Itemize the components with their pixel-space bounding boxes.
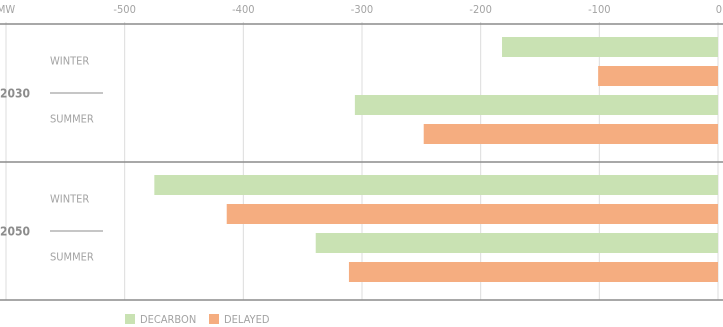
category-label: WINTER [50,193,89,206]
bar [348,262,718,282]
x-tick-label: -200 [469,3,491,16]
x-tick-label: -400 [232,3,254,16]
x-tick-label: -100 [588,3,610,16]
x-tick-label: -300 [351,3,373,16]
bar [226,204,718,224]
category-label: SUMMER [50,113,94,126]
legend-label: DECARBON [140,313,196,326]
bar [502,37,718,57]
x-tick-label: MW [0,3,15,16]
bar [154,175,719,195]
x-tick-label: -500 [113,3,135,16]
x-tick-label: 0 [716,3,722,16]
bar [598,66,718,86]
category-label: SUMMER [50,251,94,264]
legend-swatch [125,314,135,324]
group-label: 2030 [0,87,30,101]
legend-swatch [209,314,219,324]
bar [315,233,718,253]
bar [354,95,718,115]
group-label: 2050 [0,225,30,239]
bar [423,124,718,144]
legend-label: DELAYED [224,313,270,326]
category-label: WINTER [50,55,89,68]
